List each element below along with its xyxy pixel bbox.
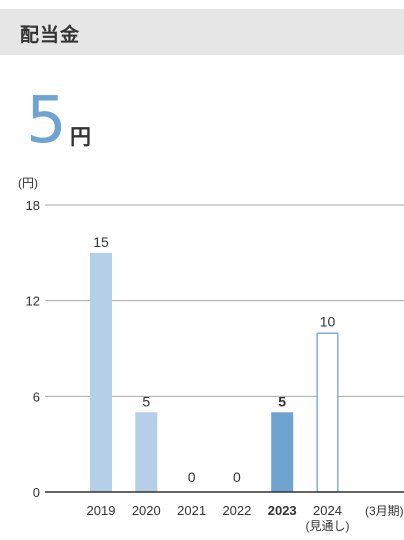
x-tick-label-2021: 2021 [177, 503, 206, 518]
kpi-value: 5 [26, 84, 67, 158]
x-tick-label-2019: 2019 [87, 503, 116, 518]
y-tick-label: 6 [33, 389, 40, 404]
y-tick-label: 0 [33, 485, 40, 500]
x-tick-sublabel-2024: (見通し) [306, 519, 350, 533]
data-label-2021: 0 [188, 469, 196, 485]
data-label-2023: 5 [278, 393, 286, 409]
y-axis-unit-label: (円) [18, 176, 38, 190]
data-label-2024: 10 [320, 314, 336, 330]
bar-2020 [135, 412, 158, 492]
data-label-2022: 0 [233, 469, 241, 485]
section-header: 配当金 [0, 9, 404, 55]
x-tick-label-2020: 2020 [132, 503, 161, 518]
y-tick-label: 12 [26, 294, 40, 309]
x-axis-unit-label: (3月期) [365, 504, 404, 518]
bar-2024 [316, 332, 339, 493]
bar-2019 [90, 252, 112, 492]
data-label-2019: 15 [93, 234, 109, 250]
y-tick-label: 18 [26, 198, 40, 213]
x-tick-label-2023: 2023 [268, 503, 297, 518]
x-tick-label-2024: 2024 [313, 503, 342, 518]
kpi-unit: 円 [70, 126, 91, 149]
data-label-2020: 5 [142, 393, 150, 409]
dividend-bar-chart: (円) 0 6 12 18 15 2019 5 2020 0 2021 0 2022 5 2023 10 202… [18, 176, 404, 533]
x-tick-label-2022: 2022 [222, 503, 251, 518]
bar-2023 [271, 412, 294, 492]
section-title: 配当金 [20, 25, 81, 46]
